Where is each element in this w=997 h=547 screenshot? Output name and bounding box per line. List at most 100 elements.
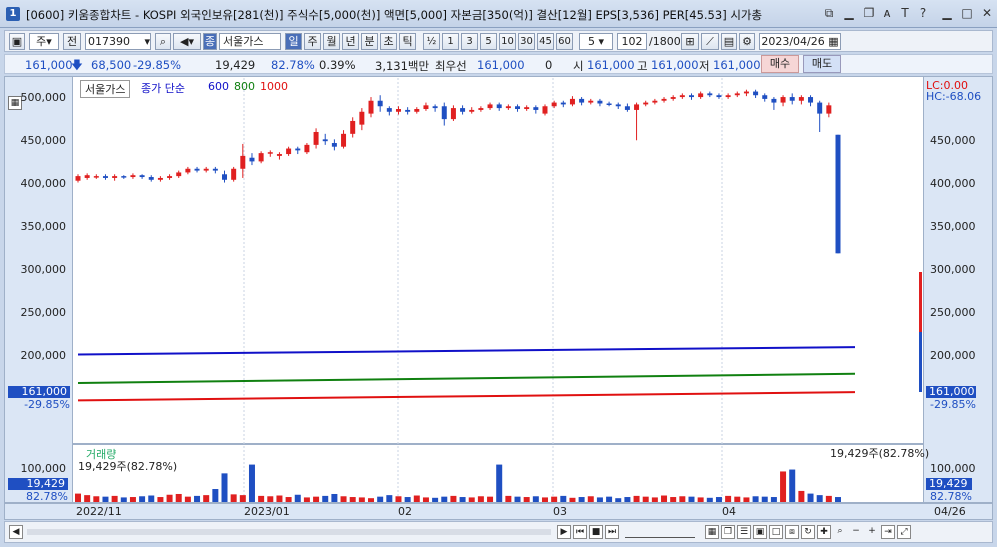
candle [377,95,383,112]
candle [698,91,704,99]
period-tab-2[interactable]: 월 [323,33,340,50]
volume-bar [148,495,155,502]
tick-button-1[interactable]: 1 [442,33,459,50]
volume-bar [825,495,832,502]
refresh-icon[interactable]: ↻ [801,525,815,539]
settings-icon[interactable]: ⚙ [739,33,755,50]
scroll-left-icon[interactable]: ◀ [9,525,23,539]
period-tab-6[interactable]: 틱 [399,33,416,50]
period-tab-0[interactable]: 일 [285,33,302,50]
volume-bar [670,497,677,502]
candle [93,174,99,179]
search-icon[interactable]: ⌕ [155,33,171,50]
copy-icon[interactable]: ❐ [721,525,735,539]
volume-bar [102,496,109,502]
volume-bar [184,496,191,502]
tick-button-2[interactable]: 3 [461,33,478,50]
tick-button-0[interactable]: ½ [423,33,440,50]
price-chart-area[interactable] [72,76,924,444]
period-tab-1[interactable]: 주 [304,33,321,50]
tick-button-7[interactable]: 60 [556,33,573,50]
candle [771,97,777,110]
y-label-right-5: 200,000 [930,349,976,362]
period-tab-5[interactable]: 초 [380,33,397,50]
close-icon[interactable]: ✕ [981,6,993,20]
stock-code-input[interactable]: 017390 ▾ [85,33,151,50]
expand-icon[interactable]: ⤢ [897,525,911,539]
minimize-icon[interactable]: ▁ [942,6,952,20]
zoom-reset-icon[interactable]: ⇥ [881,525,895,539]
y-label-left-5: 250,000 [20,306,67,319]
play-icon[interactable]: ▶ [557,525,571,539]
layout-icon[interactable]: ▣ [9,33,25,50]
volume-bar [120,497,127,502]
zoom-fit-icon[interactable]: ⧈ [785,525,799,539]
candle [258,151,264,164]
volume-bar [679,496,686,502]
candle [304,143,310,155]
volume-bar [514,496,521,502]
zoom-out-icon[interactable]: − [852,526,860,536]
date-input[interactable]: 2023/04/26 ▦ [759,33,841,50]
volume-bar [587,496,594,502]
grid-toggle-icon[interactable]: ▦ [705,525,719,539]
period-type-select[interactable]: 주▾ [29,33,59,50]
volume-bar [770,497,777,502]
prefix-button[interactable]: 전 [63,33,81,50]
volume-bar [780,471,787,502]
y-label-left-4: 300,000 [20,263,67,276]
y-label-left-3: 350,000 [20,220,67,233]
volume-bar [349,497,356,502]
maximize-icon[interactable]: □ [961,6,973,20]
ma-line-600 [77,346,856,356]
candle [286,146,292,156]
restore-group-icon[interactable]: ❐ [863,6,875,20]
sound-icon[interactable]: ◀▾ [173,33,201,50]
box-icon[interactable]: □ [769,525,783,539]
link-icon[interactable]: ⧉ [824,6,834,20]
buy-button[interactable]: 매수 [761,55,799,73]
period-tab-3[interactable]: 년 [342,33,359,50]
list-icon[interactable]: ☰ [737,525,751,539]
speed-slider[interactable] [625,526,695,538]
text-icon[interactable]: ᴀ [883,6,891,20]
stop-icon[interactable]: ■ [589,525,603,539]
layout-view-icon[interactable]: ▣ [753,525,767,539]
candle [505,104,511,110]
zoom-in-icon[interactable]: + [868,526,876,536]
period-tab-4[interactable]: 분 [361,33,378,50]
candle [551,100,557,109]
high-label: 고 [637,59,648,73]
candle [835,134,841,254]
y-label-right-4: 250,000 [930,306,976,319]
tick-button-6[interactable]: 45 [537,33,554,50]
save-icon[interactable]: ▤ [721,33,737,50]
stock-code-value: 017390 [88,35,130,48]
volume-bar [239,495,246,502]
tick-button-3[interactable]: 5 [480,33,497,50]
volume-bar [560,495,567,502]
tick-button-5[interactable]: 30 [518,33,535,50]
grid-icon[interactable]: ▦ [8,96,22,110]
indicator-icon[interactable]: ⊞ [681,33,699,50]
count-input[interactable]: 102 [617,33,647,50]
tick-button-4[interactable]: 10 [499,33,516,50]
draw-tool-icon[interactable]: ⟋ [701,33,719,50]
volume-bar [715,497,722,502]
scroll-track[interactable] [27,529,551,535]
font-icon[interactable]: T [901,6,909,20]
amount: 3,131백만 [375,59,430,73]
volume-bar [75,493,81,502]
interval-select[interactable]: 5 ▾ [579,33,613,50]
zoom-icon[interactable]: ⌕ [837,526,843,536]
snap-icon[interactable]: ✚ [817,525,831,539]
forward-icon[interactable]: ⏭ [605,525,619,539]
help-icon[interactable]: ? [919,6,927,20]
rewind-icon[interactable]: ⏮ [573,525,587,539]
volume-ytick-left: 100,000 [20,462,67,475]
range-bar-down [919,332,922,392]
minimize-group-icon[interactable]: ▁ [844,6,854,20]
sell-button[interactable]: 매도 [803,55,841,73]
open-price: 161,000 [587,58,635,72]
